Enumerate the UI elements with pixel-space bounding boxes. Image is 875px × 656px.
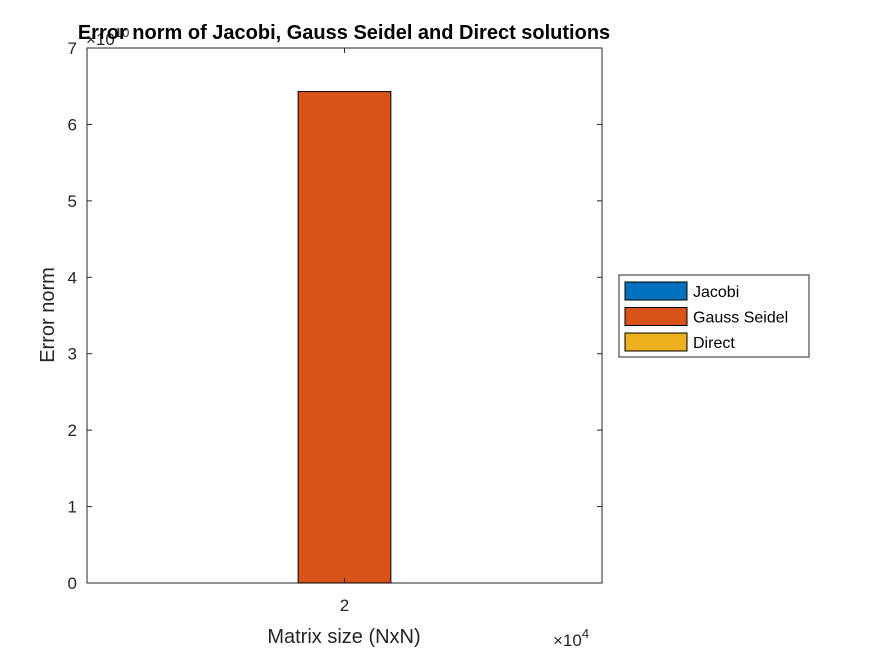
legend-swatch-direct — [624, 332, 688, 352]
legend: Jacobi Gauss Seidel Direct — [618, 274, 810, 358]
x-exponent-base: ×10 — [553, 631, 582, 650]
x-tick-label: 2 — [340, 596, 349, 615]
x-exponent-power: 4 — [582, 626, 589, 641]
y-exponent-power: 10 — [115, 25, 129, 40]
y-tick-label: 7 — [68, 39, 77, 58]
legend-label-jacobi: Jacobi — [693, 284, 739, 301]
y-tick-label: 3 — [68, 345, 77, 364]
bars-layer — [297, 91, 392, 584]
x-axis-ticks: 2 — [340, 48, 349, 615]
y-axis-label: Error norm — [37, 267, 59, 363]
y-tick-label: 5 — [68, 192, 77, 211]
legend-label-direct: Direct — [693, 335, 735, 352]
y-tick-label: 6 — [68, 115, 77, 134]
bar-gauss-seidel — [297, 91, 392, 584]
x-axis-exponent: ×104 — [553, 626, 589, 650]
y-axis-exponent: ×1010 — [86, 25, 129, 49]
legend-items: Jacobi Gauss Seidel Direct — [624, 281, 788, 352]
legend-swatch-gauss-seidel — [624, 307, 688, 326]
chart-title: Error norm of Jacobi, Gauss Seidel and D… — [78, 22, 610, 44]
y-axis-ticks: 0 1 2 3 4 5 6 7 — [68, 39, 602, 593]
legend-label-gauss-seidel: Gauss Seidel — [693, 310, 788, 327]
y-tick-label: 4 — [68, 268, 77, 287]
y-tick-label: 0 — [68, 574, 77, 593]
legend-swatch-jacobi — [624, 281, 688, 301]
y-tick-label: 1 — [68, 498, 77, 517]
x-axis-label: Matrix size (NxN) — [267, 626, 420, 648]
y-exponent-base: ×10 — [86, 30, 115, 49]
y-tick-label: 2 — [68, 421, 77, 440]
